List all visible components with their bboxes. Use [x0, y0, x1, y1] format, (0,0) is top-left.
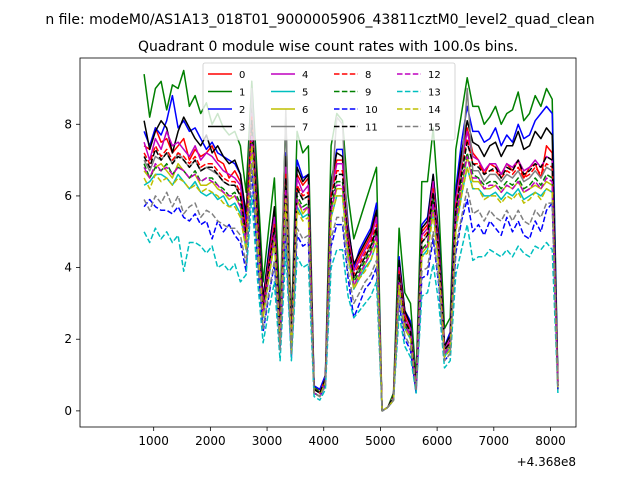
series-line-3: [143, 98, 559, 412]
series-line-11: [143, 119, 559, 412]
legend-label-11: 11: [365, 123, 378, 134]
y-tick-label: 6: [64, 189, 72, 203]
legend-label-1: 1: [239, 88, 245, 99]
chart-title: Quadrant 0 module wise count rates with …: [138, 39, 518, 55]
x-tick-label: 7000: [479, 434, 510, 448]
legend-label-0: 0: [239, 70, 245, 81]
x-tick-label: 4000: [308, 434, 339, 448]
legend-label-7: 7: [302, 123, 308, 134]
x-tick-label: 1000: [138, 434, 169, 448]
legend-label-9: 9: [365, 88, 371, 99]
legend-label-14: 14: [428, 105, 441, 116]
series-group: [143, 69, 559, 412]
legend-label-2: 2: [239, 105, 245, 116]
legend-label-5: 5: [302, 88, 308, 99]
y-tick-label: 2: [64, 332, 72, 346]
legend-label-12: 12: [428, 70, 441, 81]
legend-label-15: 15: [428, 123, 441, 134]
chart-suptitle: n file: modeM0/AS1A13_018T01_9000005906_…: [45, 12, 594, 28]
series-line-9: [143, 130, 559, 412]
y-tick-label: 4: [64, 261, 72, 275]
series-line-10: [143, 170, 559, 412]
x-tick-label: 6000: [422, 434, 453, 448]
y-tick-label: 0: [64, 404, 72, 418]
x-axis: 1000 2000 3000 4000 5000 6000 7000 8000: [138, 427, 566, 448]
series-line-5: [143, 137, 559, 412]
legend-label-10: 10: [365, 105, 378, 116]
series-line-12: [143, 134, 559, 412]
legend-label-4: 4: [302, 70, 308, 81]
plot-frame: [79, 57, 577, 428]
y-axis: 0 2 4 6 8: [64, 117, 80, 418]
legend-label-13: 13: [428, 88, 441, 99]
x-tick-label: 2000: [195, 434, 226, 448]
legend-label-6: 6: [302, 105, 308, 116]
legend-label-3: 3: [239, 123, 245, 134]
x-tick-label: 3000: [252, 434, 283, 448]
legend-box: [202, 62, 456, 141]
series-line-14: [143, 145, 559, 412]
x-offset-label: +4.368e8: [517, 455, 576, 469]
y-tick-label: 8: [64, 117, 72, 131]
x-tick-label: 8000: [535, 434, 566, 448]
legend-label-8: 8: [365, 70, 371, 81]
x-tick-label: 5000: [365, 434, 396, 448]
series-line-13: [143, 195, 559, 412]
series-line-15: [143, 162, 559, 412]
